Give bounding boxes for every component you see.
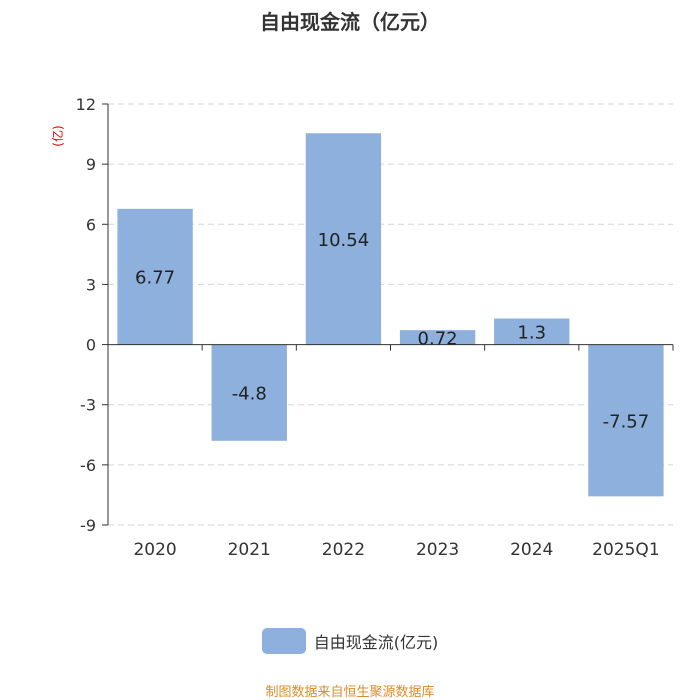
y-tick-label: -3 <box>80 396 96 415</box>
chart-title: 自由现金流（亿元） <box>260 10 440 34</box>
x-tick-label: 2025Q1 <box>592 540 659 560</box>
data-label: -7.57 <box>603 411 650 432</box>
y-tick-label: 9 <box>86 155 96 174</box>
x-tick-label: 2021 <box>228 540 271 560</box>
y-tick-label: 0 <box>86 336 96 355</box>
data-label: -4.8 <box>232 384 267 405</box>
legend-label: 自由现金流(亿元) <box>313 633 439 652</box>
bar-2020 <box>117 208 193 345</box>
y-tick-label: 12 <box>76 95 96 114</box>
x-tick-label: 2024 <box>510 540 553 560</box>
y-tick-label: -6 <box>80 456 96 475</box>
bar-2022 <box>305 133 382 345</box>
bar-2024 <box>494 318 570 345</box>
x-tick-label: 2022 <box>322 540 365 560</box>
y-tick-label: 3 <box>86 275 96 294</box>
bar-2023 <box>399 330 476 345</box>
legend[interactable]: 自由现金流(亿元) <box>0 628 700 654</box>
y-tick-label: -9 <box>80 516 96 535</box>
data-label: 1.3 <box>517 323 546 344</box>
source-note: 制图数据来自恒生聚源数据库 <box>265 685 435 700</box>
legend-swatch <box>261 628 306 654</box>
bar-2025Q1 <box>588 344 664 497</box>
data-label: 6.77 <box>135 268 175 289</box>
y-axis-label: (亿) <box>50 125 65 146</box>
y-tick-label: 6 <box>86 215 96 234</box>
bar-2021 <box>211 344 287 441</box>
data-label: 0.72 <box>418 328 458 349</box>
x-tick-label: 2023 <box>416 540 459 560</box>
data-label: 10.54 <box>318 230 370 251</box>
x-tick-label: 2020 <box>133 540 176 560</box>
